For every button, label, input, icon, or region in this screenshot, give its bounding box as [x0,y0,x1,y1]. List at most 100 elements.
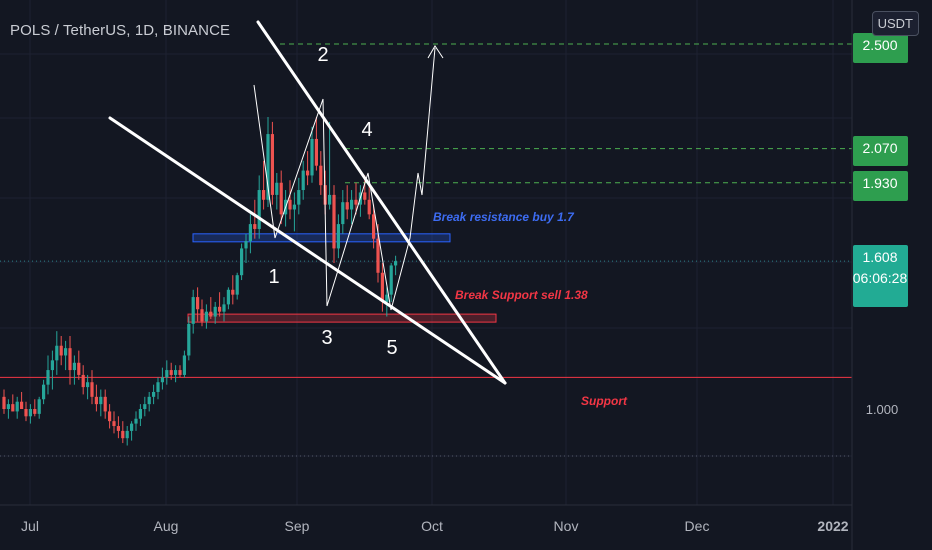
candle-body [46,370,50,385]
candle-body [64,348,68,356]
candle-body [90,382,94,397]
candle-body [99,396,103,405]
candle [319,151,323,195]
candle-body [288,199,292,210]
candle-body [160,377,164,383]
candle [134,411,138,431]
candle-body [345,202,349,210]
candle [28,404,32,424]
candle [77,350,81,380]
support-zone [187,313,497,323]
candle [121,421,125,444]
candle [174,365,178,383]
support-annotation: Break Support sell 1.38 [455,288,588,302]
candle-body [332,194,336,249]
candle [257,175,261,239]
currency-badge[interactable]: USDT [871,11,919,36]
candle-body [235,275,239,295]
candle-body [11,404,15,412]
candle-body [394,261,398,266]
candle-body [363,192,367,200]
candle-body [306,170,310,176]
candle [86,374,90,400]
candle [143,396,147,417]
projection-arrowhead [427,45,444,59]
candle [112,411,116,434]
candle [99,389,103,417]
candle-body [28,409,32,417]
candle [222,297,226,322]
candle-body [319,165,323,186]
candle-body [72,362,76,371]
candle-body [314,138,318,166]
candle-body [143,404,147,409]
time-tick: Sep [285,518,310,534]
annotation-layer: 1 2 3 4 5 Break resistance buy 1.7 Break Suppo… [268,44,628,408]
target-price-text: 2.500 [862,37,897,53]
candle-body [37,399,41,414]
candle [253,199,257,239]
candle-body [213,306,217,317]
candle-body [103,396,107,412]
level-layer [0,43,852,378]
current-price-text: 06:06:28 [853,270,908,286]
candle-body [156,382,160,392]
candle [169,362,173,380]
candle [292,192,296,232]
level-2070-badge [853,136,908,166]
candle [187,316,191,361]
candle [20,391,24,409]
candle-body [262,190,266,200]
projection-path [390,47,436,311]
candle-body [200,309,204,322]
candle-body [367,199,371,215]
candle [46,355,50,395]
candle-body [218,306,222,312]
candle-body [169,370,173,375]
candle-body [125,430,129,439]
candle [240,243,244,281]
candle [81,365,85,395]
candle-body [68,348,72,371]
candle-body [222,304,226,312]
candle-body [112,421,116,427]
time-tick: Jul [21,518,39,534]
candle-body [165,370,169,378]
axis-layer: 1.000 2.500 2.070 1.930 1.608 06:06:28 Jul Aug S… [0,0,908,550]
current-price-text: 1.608 [862,249,897,265]
wave-label: 2 [317,44,328,66]
candle-body [178,370,182,375]
candle [394,255,398,276]
candle [160,367,164,390]
candle-body [275,182,279,195]
wedge-upper-trendline [256,20,507,385]
candle-body [301,170,305,191]
candle [130,421,134,441]
candle-body [209,311,213,317]
candle [55,331,59,375]
candle [204,304,208,329]
candle-body [328,194,332,205]
candle [68,336,72,385]
candle [380,263,384,312]
candle-body [152,391,156,397]
candle-body [385,294,389,302]
candle [279,170,283,225]
candle-body [134,418,138,424]
candle [200,299,204,327]
candle [336,214,340,259]
candle-body [380,272,384,302]
candle [372,204,376,249]
candle-body [20,401,24,409]
time-tick: Oct [421,518,443,534]
candle-body [231,289,235,295]
candle-body [253,224,257,229]
candle-body [248,224,252,242]
candle [196,287,200,322]
candle [288,180,292,220]
candle [59,336,63,366]
candle [270,121,274,205]
candle [310,126,314,183]
